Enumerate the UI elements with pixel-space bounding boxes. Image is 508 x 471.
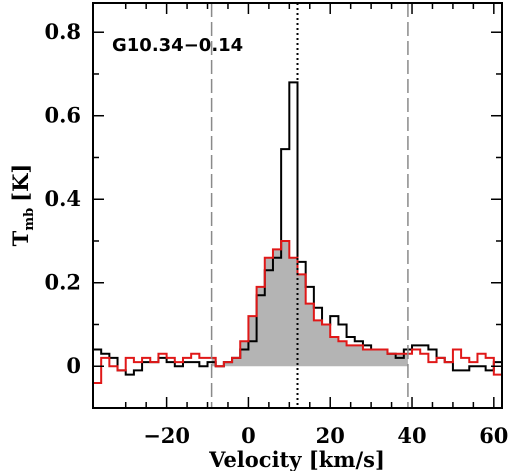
series-layer	[93, 81, 502, 384]
x-tick-label: 40	[397, 423, 426, 448]
chart-annotation: G10.34−0.14	[112, 35, 243, 56]
y-tick-label: 0.6	[44, 103, 81, 128]
y-tick-label: 0.2	[44, 270, 81, 295]
vline-layer	[210, 3, 409, 408]
x-tick-label: 60	[479, 423, 508, 448]
plot-frame	[92, 2, 503, 409]
y-axis-title: Tmb [K]	[8, 164, 37, 247]
y-tick-label: 0.4	[44, 186, 81, 211]
series-2-line	[93, 239, 502, 384]
y-tick-label: 0.8	[44, 19, 81, 44]
series-1-line	[93, 81, 502, 376]
tick-layer: −20 0 20 40 60 0 0.2 0.4 0.6 0.8	[44, 3, 508, 448]
svg-text:Tmb[K]: Tmb [K]	[8, 164, 37, 247]
y-axis-title-unit: [K]	[8, 164, 33, 202]
x-axis-title: Velocity [km/s]	[208, 447, 385, 471]
y-axis-title-sub: mb	[22, 208, 37, 231]
y-tick-label: 0	[66, 353, 81, 378]
x-tick-label: 0	[241, 423, 256, 448]
y-axis-title-main: T	[8, 230, 33, 246]
x-tick-label: 20	[316, 423, 345, 448]
x-tick-label: −20	[143, 423, 190, 448]
